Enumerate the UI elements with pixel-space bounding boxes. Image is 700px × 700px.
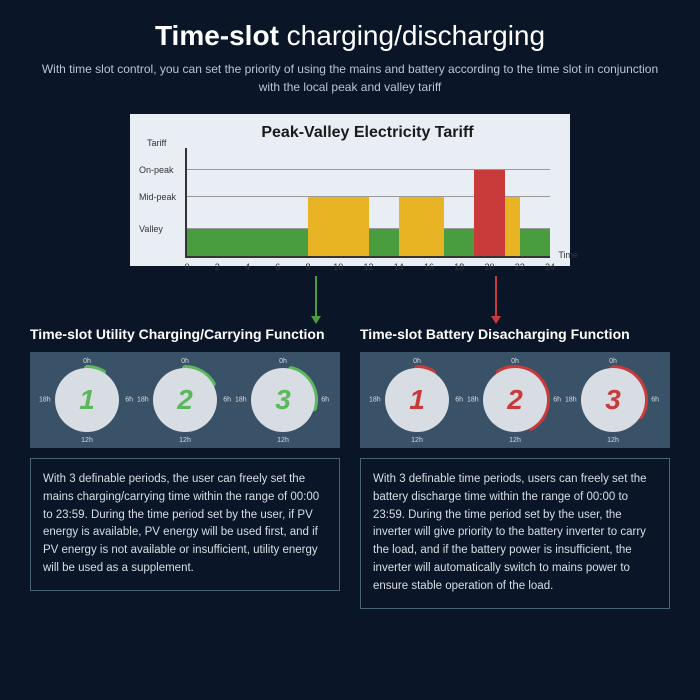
left-panel: Time-slot Utility Charging/Carrying Func… bbox=[30, 326, 340, 609]
dial-hour-label: 12h bbox=[179, 437, 191, 444]
left-dials: 10h6h12h18h20h6h12h18h30h6h12h18h bbox=[30, 352, 340, 448]
x-tick-label: 0 bbox=[184, 262, 189, 272]
chart-bar bbox=[308, 197, 369, 256]
tariff-chart: Peak-Valley Electricity Tariff Tariff Ti… bbox=[130, 114, 570, 266]
x-tick-label: 18 bbox=[454, 262, 464, 272]
dial-hour-label: 6h bbox=[125, 397, 133, 404]
dial-hour-label: 6h bbox=[651, 397, 659, 404]
panels: Time-slot Utility Charging/Carrying Func… bbox=[30, 326, 670, 609]
page-title: Time-slot charging/discharging bbox=[30, 20, 670, 52]
left-desc: With 3 definable periods, the user can f… bbox=[30, 458, 340, 591]
chart-bar bbox=[505, 197, 520, 256]
y-level-label: Mid-peak bbox=[139, 192, 176, 202]
right-panel-title: Time-slot Battery Disacharging Function bbox=[360, 326, 670, 342]
left-panel-title: Time-slot Utility Charging/Carrying Func… bbox=[30, 326, 340, 342]
x-tick-label: 20 bbox=[484, 262, 494, 272]
x-tick-label: 14 bbox=[394, 262, 404, 272]
x-tick-label: 8 bbox=[305, 262, 310, 272]
dial-number: 1 bbox=[409, 384, 425, 416]
x-tick-label: 12 bbox=[363, 262, 373, 272]
clock-dial: 10h6h12h18h bbox=[381, 364, 453, 436]
dial-hour-label: 12h bbox=[411, 437, 423, 444]
dial-hour-label: 18h bbox=[235, 397, 247, 404]
clock-dial: 20h6h12h18h bbox=[479, 364, 551, 436]
dial-hour-label: 0h bbox=[609, 358, 617, 365]
dial-hour-label: 0h bbox=[511, 358, 519, 365]
clock-dial: 30h6h12h18h bbox=[577, 364, 649, 436]
clock-dial: 30h6h12h18h bbox=[247, 364, 319, 436]
title-bold: Time-slot bbox=[155, 20, 279, 51]
dial-hour-label: 0h bbox=[83, 358, 91, 365]
dial-hour-label: 0h bbox=[413, 358, 421, 365]
dial-hour-label: 12h bbox=[277, 437, 289, 444]
x-tick-label: 24 bbox=[545, 262, 555, 272]
clock-dial: 20h6h12h18h bbox=[149, 364, 221, 436]
y-level-label: On-peak bbox=[139, 165, 174, 175]
dial-hour-label: 18h bbox=[39, 397, 51, 404]
dial-number: 1 bbox=[79, 384, 95, 416]
x-axis-label: Time bbox=[558, 250, 578, 260]
chart-bar bbox=[474, 170, 504, 256]
dial-hour-label: 0h bbox=[181, 358, 189, 365]
x-tick-label: 6 bbox=[275, 262, 280, 272]
chart-bar bbox=[187, 229, 308, 256]
right-panel: Time-slot Battery Disacharging Function … bbox=[360, 326, 670, 609]
dial-hour-label: 18h bbox=[369, 397, 381, 404]
y-axis-label: Tariff bbox=[147, 138, 166, 148]
dial-hour-label: 6h bbox=[455, 397, 463, 404]
dial-hour-label: 6h bbox=[553, 397, 561, 404]
x-tick-label: 4 bbox=[245, 262, 250, 272]
chart-bar bbox=[369, 229, 399, 256]
dial-hour-label: 0h bbox=[279, 358, 287, 365]
x-tick-label: 16 bbox=[424, 262, 434, 272]
dial-hour-label: 12h bbox=[607, 437, 619, 444]
title-rest: charging/discharging bbox=[279, 20, 545, 51]
dial-hour-label: 12h bbox=[81, 437, 93, 444]
chart-bar bbox=[444, 229, 474, 256]
chart-bar bbox=[399, 197, 444, 256]
dial-number: 3 bbox=[275, 384, 291, 416]
dial-hour-label: 6h bbox=[321, 397, 329, 404]
dial-hour-label: 18h bbox=[565, 397, 577, 404]
dial-number: 2 bbox=[177, 384, 193, 416]
subtitle: With time slot control, you can set the … bbox=[30, 60, 670, 96]
right-desc: With 3 definable time periods, users can… bbox=[360, 458, 670, 609]
dial-hour-label: 12h bbox=[509, 437, 521, 444]
x-tick-label: 10 bbox=[333, 262, 343, 272]
dial-hour-label: 18h bbox=[467, 397, 479, 404]
right-dials: 10h6h12h18h20h6h12h18h30h6h12h18h bbox=[360, 352, 670, 448]
dial-number: 3 bbox=[605, 384, 621, 416]
chart-area: Tariff Time On-peakMid-peakValley0246810… bbox=[185, 148, 550, 258]
chart-title: Peak-Valley Electricity Tariff bbox=[185, 124, 550, 142]
x-tick-label: 2 bbox=[215, 262, 220, 272]
dial-hour-label: 6h bbox=[223, 397, 231, 404]
dial-number: 2 bbox=[507, 384, 523, 416]
clock-dial: 10h6h12h18h bbox=[51, 364, 123, 436]
y-level-label: Valley bbox=[139, 224, 163, 234]
arrow-connectors bbox=[130, 276, 570, 326]
dial-hour-label: 18h bbox=[137, 397, 149, 404]
chart-bar bbox=[520, 229, 550, 256]
x-tick-label: 22 bbox=[515, 262, 525, 272]
